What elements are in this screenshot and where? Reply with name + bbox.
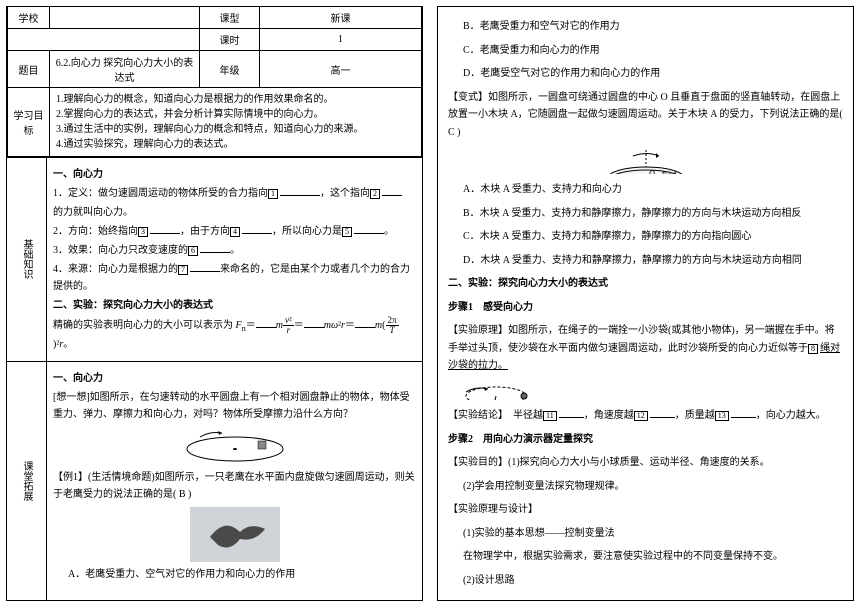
topic-label: 题目: [8, 51, 50, 88]
sec2: 二、实验：探究向心力大小的表达式: [448, 275, 843, 293]
goal-label: 学习目标: [8, 88, 50, 157]
disk-figure: [180, 427, 290, 465]
extend-t1: 一、向心力: [53, 370, 416, 387]
grade-val: 高一: [260, 51, 422, 88]
school-val: [50, 7, 200, 29]
opt-c: C．老鹰受重力和向心力的作用: [448, 42, 843, 60]
effect-line: 3．效果：向心力只改变速度的6。: [53, 242, 416, 259]
period-val: 1: [260, 29, 422, 51]
source-line: 4．来源：向心力是根据力的7来命名的，它是由某个力或者几个力的合力提供的。: [53, 261, 416, 295]
period-label: 课时: [200, 29, 260, 51]
ex1-text: 【例1】(生活情境命题)如图所示，一只老鹰在水平面内盘旋做匀速圆周运动，则关于老…: [53, 469, 416, 503]
result-line: 【实验结论】 半径越11，角速度越12，质量越13，向心力越大。: [448, 407, 843, 425]
basics-label: 基础知识: [7, 158, 47, 361]
step2: 步骤2 用向心力演示器定量探究: [448, 431, 843, 449]
goal-1: 1.理解向心力的概念，知道向心力是根据力的作用效果命名的。: [56, 92, 415, 107]
opt-b: B．老鹰受重力和空气对它的作用力: [448, 18, 843, 36]
aim2: (2)学会用控制变量法探究物理规律。: [448, 478, 843, 496]
right-page: B．老鹰受重力和空气对它的作用力 C．老鹰受重力和向心力的作用 D．老鹰受空气对…: [437, 6, 854, 601]
vb: B．木块 A 受重力、支持力和静摩擦力，静摩擦力的方向与木块运动方向相反: [448, 205, 843, 223]
basics-title: 一、向心力: [53, 166, 416, 183]
extend-section: 课堂拓展 一、向心力 [想一想]如图所示，在匀速转动的水平圆盘上有一个相对圆盘静…: [7, 361, 422, 600]
think-text: [想一想]如图所示，在匀速转动的水平圆盘上有一个相对圆盘静止的物体，物体受重力、…: [53, 389, 416, 423]
d2: (2)设计思路: [448, 572, 843, 590]
blank-cell: [8, 29, 200, 51]
basics-body: 一、向心力 1．定义：做匀速圆周运动的物体所受的合力指向1，这个指向2 的力就叫…: [47, 158, 422, 361]
principle: 【实验原理】如图所示，在绳子的一端拴一小沙袋(或其他小物体)，另一端握在手中。将…: [448, 322, 843, 375]
svg-text:O: O: [649, 169, 655, 174]
va: A．木块 A 受重力、支持力和向心力: [448, 181, 843, 199]
def-line-1: 1．定义：做匀速圆周运动的物体所受的合力指向1，这个指向2: [53, 185, 416, 202]
extend-label: 课堂拓展: [7, 362, 47, 600]
formula-line: 精确的实验表明向心力的大小可以表示为 Fn＝mv²r＝mω²r＝m(2πT)²r…: [53, 316, 416, 353]
goal-3: 3.通过生活中的实例，理解向心力的概念和特点，知道向心力的来源。: [56, 122, 415, 137]
opt-a: A．老鹰受重力、空气对它的作用力和向心力的作用: [53, 566, 416, 583]
school-label: 学校: [8, 7, 50, 29]
exp-title: 二、实验：探究向心力大小的表达式: [53, 297, 416, 314]
d1: (1)实验的基本思想——控制变量法: [448, 525, 843, 543]
step1: 步骤1 感受向心力: [448, 299, 843, 317]
vc: C．木块 A 受重力、支持力和静摩擦力，静摩擦力的方向指向圆心: [448, 228, 843, 246]
eagle-figure: [190, 507, 280, 562]
opt-d: D．老鹰受空气对它的作用力和向心力的作用: [448, 65, 843, 83]
def-line-1c: 的力就叫向心力。: [53, 204, 416, 221]
design-title: 【实验原理与设计】: [448, 501, 843, 519]
goal-2: 2.掌握向心力的表达式，并会分析计算实际情境中的向心力。: [56, 107, 415, 122]
hand-rope-figure: [458, 382, 538, 400]
goal-4: 4.通过实验探究，理解向心力的表达式。: [56, 137, 415, 152]
left-inner: 学校 课型 新课 课时 1 题目 6.2.向心力 探究向心力大小的表达式 年级 …: [6, 6, 423, 601]
type-label: 课型: [200, 7, 260, 29]
header-table: 学校 课型 新课 课时 1 题目 6.2.向心力 探究向心力大小的表达式 年级 …: [7, 7, 422, 157]
variant-q: 【变式】如图所示，一圆盘可绕通过圆盘的中心 O 且垂直于盘面的竖直轴转动，在圆盘…: [448, 89, 843, 142]
extend-body: 一、向心力 [想一想]如图所示，在匀速转动的水平圆盘上有一个相对圆盘静止的物体，…: [47, 362, 422, 600]
svg-text:A: A: [671, 170, 677, 174]
goals-cell: 1.理解向心力的概念，知道向心力是根据力的作用效果命名的。 2.掌握向心力的表达…: [50, 88, 422, 157]
grade-label: 年级: [200, 51, 260, 88]
topic-val: 6.2.向心力 探究向心力大小的表达式: [50, 51, 200, 88]
left-page: 学校 课型 新课 课时 1 题目 6.2.向心力 探究向心力大小的表达式 年级 …: [6, 6, 423, 601]
aim1: 【实验目的】(1)探究向心力大小与小球质量、运动半径、角速度的关系。: [448, 454, 843, 472]
disk-a-figure: O A: [601, 148, 691, 174]
vd: D．木块 A 受重力、支持力和静摩擦力，静摩擦力的方向与木块运动方向相同: [448, 252, 843, 270]
d1b: 在物理学中，根据实验需求，要注意使实验过程中的不同变量保持不变。: [448, 548, 843, 566]
right-inner: B．老鹰受重力和空气对它的作用力 C．老鹰受重力和向心力的作用 D．老鹰受空气对…: [437, 6, 854, 601]
type-val: 新课: [260, 7, 422, 29]
dir-line: 2．方向：始终指向3，由于方向4，所以向心力是5。: [53, 223, 416, 240]
basics-section: 基础知识 一、向心力 1．定义：做匀速圆周运动的物体所受的合力指向1，这个指向2…: [7, 157, 422, 361]
